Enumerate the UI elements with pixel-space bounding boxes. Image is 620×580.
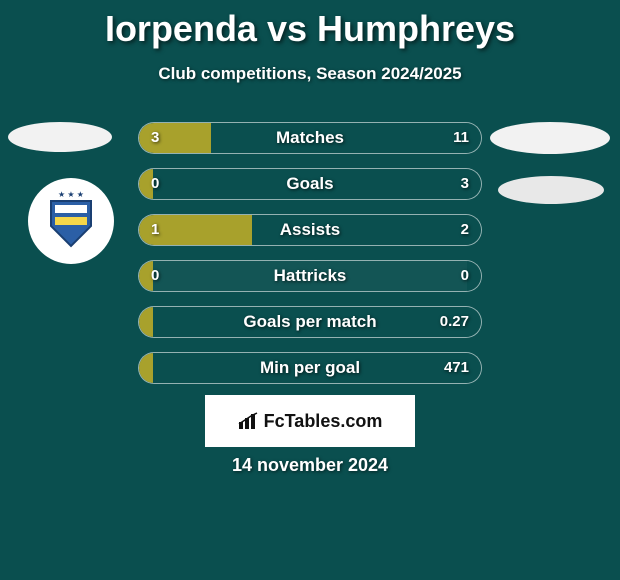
attribution-logo: FcTables.com: [238, 411, 383, 432]
stat-row: 0.27Goals per match: [138, 306, 482, 338]
stat-label: Hattricks: [139, 261, 481, 291]
attribution-text: FcTables.com: [264, 411, 383, 432]
stat-label: Goals per match: [139, 307, 481, 337]
stat-row: 471Min per goal: [138, 352, 482, 384]
bar-chart-icon: [238, 412, 260, 430]
stat-label: Min per goal: [139, 353, 481, 383]
attribution-box: FcTables.com: [205, 395, 415, 447]
page-subtitle: Club competitions, Season 2024/2025: [0, 64, 620, 84]
comparison-bars: 311Matches 03Goals 12Assists 00Hattricks 0.2…: [138, 122, 482, 398]
player-right-badge-ellipse-1: [490, 122, 610, 154]
player-right-badge-ellipse-2: [498, 176, 604, 204]
player-left-badge-ellipse: [8, 122, 112, 152]
page-title: Iorpenda vs Humphreys: [0, 0, 620, 50]
date-text: 14 november 2024: [0, 455, 620, 476]
stat-label: Matches: [139, 123, 481, 153]
stat-label: Assists: [139, 215, 481, 245]
club-crest-left: ★ ★ ★: [28, 178, 114, 264]
stat-row: 00Hattricks: [138, 260, 482, 292]
svg-text:★ ★ ★: ★ ★ ★: [58, 191, 84, 199]
stat-row: 12Assists: [138, 214, 482, 246]
stat-row: 03Goals: [138, 168, 482, 200]
stat-row: 311Matches: [138, 122, 482, 154]
shield-icon: ★ ★ ★: [41, 191, 101, 251]
stat-label: Goals: [139, 169, 481, 199]
